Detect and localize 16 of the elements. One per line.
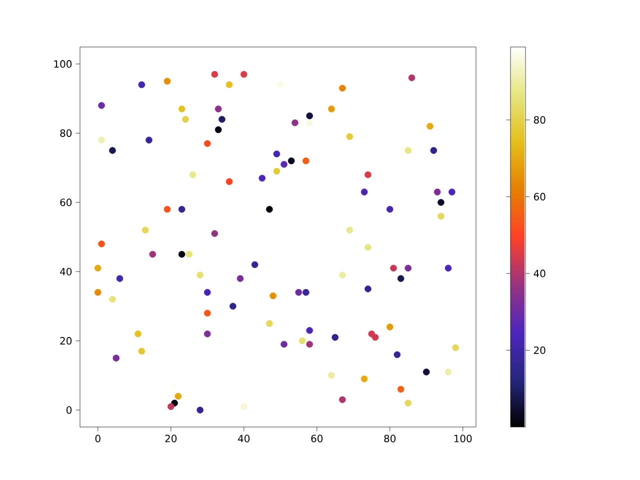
y-tick-label: 0 <box>66 406 72 414</box>
color-bar-label: 80 <box>534 116 546 124</box>
x-tick-label: 20 <box>165 434 177 442</box>
x-tick-label: 60 <box>311 434 323 442</box>
y-tick-label: 100 <box>54 60 72 68</box>
y-tick-label: 20 <box>60 337 72 345</box>
y-tick-label: 80 <box>60 129 72 137</box>
color-bar-label: 60 <box>534 192 546 200</box>
x-tick-label: 40 <box>238 434 250 442</box>
x-tick-label: 80 <box>384 434 396 442</box>
color-bar-label: 20 <box>534 346 546 354</box>
x-tick-label: 100 <box>454 434 472 442</box>
color-bar-label: 40 <box>534 270 546 278</box>
y-tick-label: 60 <box>60 198 72 206</box>
x-tick-label: 0 <box>95 434 100 442</box>
y-tick-label: 40 <box>60 268 72 276</box>
